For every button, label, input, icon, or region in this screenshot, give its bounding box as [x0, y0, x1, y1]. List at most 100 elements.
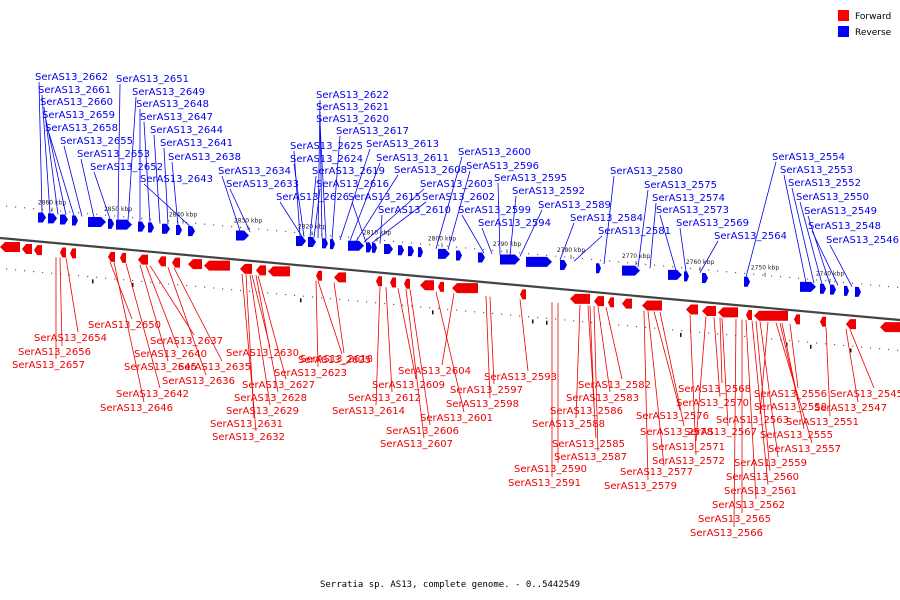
guide-dot — [636, 325, 638, 328]
gene-arrow — [172, 257, 180, 268]
leader-line — [755, 320, 771, 472]
gene-label-forward: SerAS13_2567 — [684, 427, 757, 438]
gene-label-reverse: SerAS13_2552 — [788, 178, 861, 189]
gene-label-forward: SerAS13_2559 — [734, 458, 807, 469]
scale-tick-label: 2770 kbp — [622, 253, 650, 260]
guide-dot — [771, 275, 773, 277]
gene-arrow — [622, 265, 640, 276]
leader-line — [153, 134, 161, 224]
guide-dot — [366, 238, 368, 240]
scale-tick-label: 2790 kbp — [493, 241, 521, 248]
guide-dot — [87, 275, 89, 278]
gene-label-reverse: SerAS13_2651 — [116, 74, 189, 85]
guide-dot — [870, 347, 872, 349]
leader-line — [441, 293, 455, 366]
leader-line — [38, 81, 43, 213]
guide-dot — [312, 233, 314, 235]
leader-line — [331, 135, 341, 240]
leader-line — [397, 288, 417, 380]
leader-line — [349, 162, 381, 242]
gene-arrow — [438, 281, 444, 292]
gene-label-forward: SerAS13_2598 — [446, 399, 519, 410]
guide-dot — [798, 277, 800, 279]
guide-dot — [573, 320, 575, 322]
guide-dot — [627, 325, 629, 327]
gene-label-reverse: SerAS13_2569 — [676, 218, 749, 229]
gene-arrow — [702, 272, 708, 283]
guide-dot — [492, 312, 494, 315]
guide-dot — [456, 309, 458, 311]
gene-label-reverse: SerAS13_2619 — [312, 166, 385, 177]
legend-label-reverse: Reverse — [855, 28, 892, 38]
guide-dot — [330, 235, 332, 237]
gene-arrow — [348, 240, 364, 251]
guide-dot — [429, 244, 431, 246]
gene-arrow — [60, 247, 66, 258]
leader-line — [43, 106, 59, 215]
guide-dot — [429, 307, 431, 309]
guide-dot — [141, 217, 143, 220]
gene-label-reverse: SerAS13_2581 — [598, 226, 671, 237]
gene-label-forward: SerAS13_2561 — [724, 486, 797, 497]
guide-dot — [861, 283, 863, 285]
gene-arrow — [570, 293, 590, 304]
guide-dot — [249, 227, 251, 229]
leader-line — [139, 264, 169, 362]
leader-line — [241, 274, 257, 432]
guide-dot — [213, 224, 215, 226]
guide-dot — [366, 301, 368, 303]
guide-dot — [654, 264, 656, 266]
track-mark — [300, 298, 302, 303]
guide-dot — [807, 278, 809, 280]
guide-dot — [843, 281, 845, 284]
guide-dot — [105, 277, 107, 279]
gene-label-forward: SerAS13_2618 — [300, 354, 373, 365]
gene-label-reverse: SerAS13_2603 — [420, 179, 493, 190]
gene-arrow — [846, 319, 856, 330]
leader-line — [371, 201, 427, 244]
gene-label-forward: SerAS13_2631 — [210, 419, 283, 430]
scale-tick-label: 2810 kbp — [363, 229, 391, 236]
scale-tick-label: 2820 kbp — [298, 223, 326, 230]
leader-line — [333, 282, 345, 354]
guide-dot — [573, 257, 575, 259]
gene-arrow — [880, 322, 900, 333]
gene-label-reverse: SerAS13_2564 — [714, 231, 787, 242]
leader-line — [593, 306, 599, 452]
gene-arrow — [48, 213, 57, 224]
gene-label-reverse: SerAS13_2595 — [494, 173, 567, 184]
guide-dot — [636, 262, 638, 265]
guide-dot — [528, 253, 530, 255]
leader-line — [113, 262, 145, 403]
guide-dot — [600, 259, 602, 261]
guide-dot — [501, 313, 503, 315]
guide-dot — [861, 346, 863, 348]
gene-arrow — [148, 222, 154, 233]
guide-dot — [114, 215, 116, 217]
leader-line — [519, 209, 543, 257]
gene-label-reverse: SerAS13_2602 — [422, 192, 495, 203]
gene-label-forward: SerAS13_2656 — [18, 347, 91, 358]
leader-line — [315, 280, 319, 368]
leader-line — [485, 296, 491, 399]
gene-arrow — [308, 237, 316, 248]
leader-line — [461, 214, 485, 254]
guide-dot — [402, 241, 404, 243]
gene-label-reverse: SerAS13_2655 — [60, 136, 133, 147]
leader-line — [63, 145, 83, 217]
guide-dot — [834, 343, 836, 346]
guide-dot — [96, 276, 98, 278]
gene-label-forward: SerAS13_2585 — [552, 439, 625, 450]
leader-line — [45, 119, 67, 216]
leader-line — [375, 286, 381, 406]
gene-label-forward: SerAS13_2582 — [578, 380, 651, 391]
guide-dot — [825, 343, 827, 345]
gene-arrow — [296, 235, 306, 246]
guide-dot — [474, 311, 476, 313]
gene-arrow — [820, 283, 826, 294]
gene-label-reverse: SerAS13_2652 — [90, 162, 163, 173]
gene-label-forward: SerAS13_2572 — [652, 456, 725, 467]
leader-line — [279, 201, 303, 237]
leader-line — [41, 94, 51, 214]
guide-dot — [375, 302, 377, 304]
